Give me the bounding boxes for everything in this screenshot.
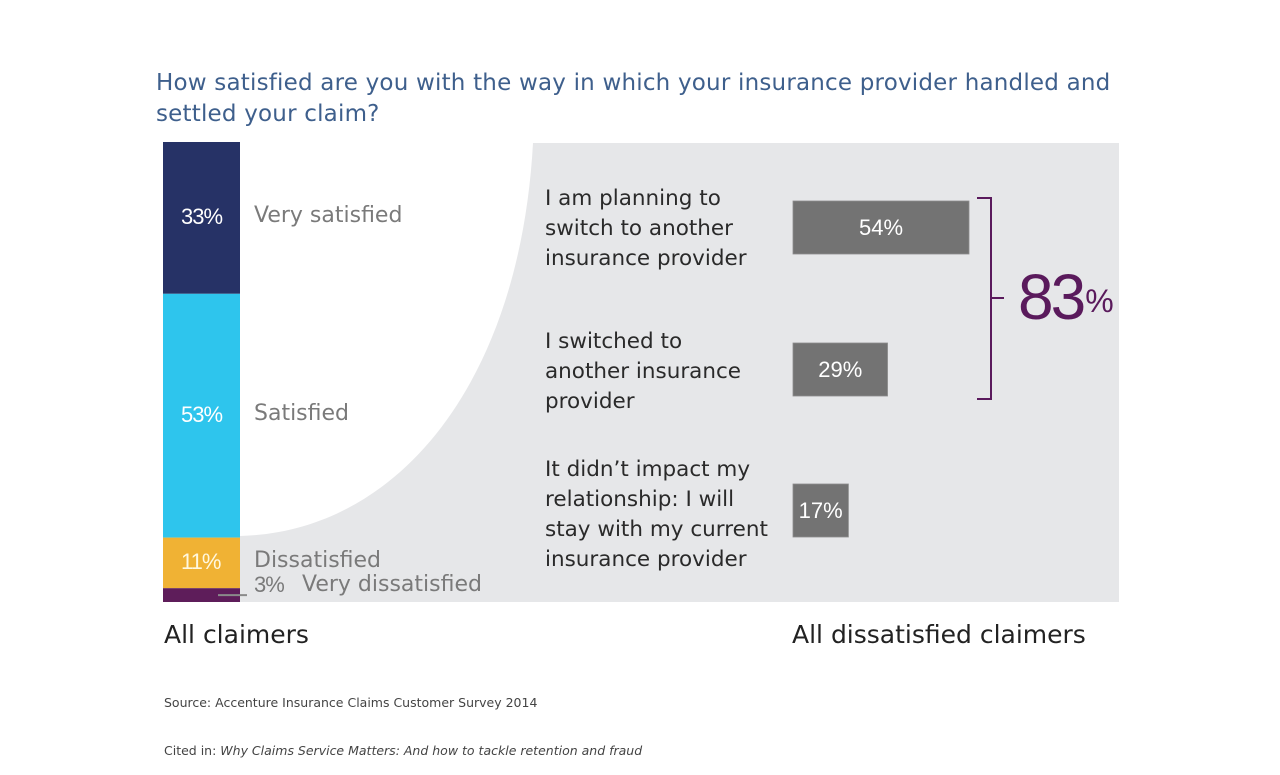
segment-label-dissatisfied: Dissatisfied <box>254 547 382 573</box>
cited-prefix: Cited in: <box>164 743 221 758</box>
bar-stay <box>792 483 849 538</box>
total-suffix: % <box>1085 283 1113 319</box>
stack-segment-very-dissatisfied <box>163 588 240 602</box>
category-label-planning-to-switch-line-1: I am planning to <box>545 186 721 211</box>
segment-label-satisfied: Satisfied <box>254 400 350 426</box>
category-label-stay-line-3: stay with my current <box>545 517 768 542</box>
category-label-switched-line-3: provider <box>545 389 635 414</box>
chart-title: How satisfied are you with the way in wh… <box>156 70 1111 127</box>
source-line: Source: Accenture Insurance Claims Custo… <box>164 695 538 710</box>
segment-label-very-satisfied: Very satisfied <box>254 202 403 228</box>
source-note: Source: Accenture Insurance Claims Custo… <box>164 663 642 775</box>
bar-value-switched: 29% <box>818 357 863 382</box>
stack-segment-satisfied <box>163 293 240 538</box>
cited-line: Cited in: Why Claims Service Matters: An… <box>164 743 642 759</box>
category-label-switched-line-1: I switched to <box>545 329 683 354</box>
category-label-stay-line-1: It didn’t impact my <box>545 457 751 482</box>
category-label-stay-line-4: insurance provider <box>545 547 747 572</box>
horizontal-bars-dissatisfied <box>792 200 970 538</box>
total-annotation: 83% <box>1018 261 1114 333</box>
stacked-bar-all-claimers <box>163 142 247 602</box>
segment-value-satisfied: 53% <box>181 401 223 427</box>
stack-segment-very-satisfied <box>163 142 240 294</box>
bar-switched <box>792 342 888 397</box>
total-value: 83 <box>1018 261 1086 333</box>
cited-title: Why Claims Service Matters: And how to t… <box>220 743 643 758</box>
x-label-all-dissatisfied-claimers: All dissatisfied claimers <box>792 620 1086 649</box>
segment-label-very-dissatisfied: Very dissatisfied <box>302 572 482 598</box>
bar-value-planning-to-switch: 54% <box>858 215 904 240</box>
category-label-switched-line-2: another insurance <box>545 359 742 384</box>
bracket-83-percent <box>977 197 1004 400</box>
category-label-planning-to-switch-line-2: switch to another <box>545 216 733 241</box>
category-label-planning-to-switch-line-3: insurance provider <box>545 246 747 271</box>
category-label-stay-line-2: relationship: I will <box>545 487 735 512</box>
x-label-all-claimers: All claimers <box>164 620 309 649</box>
stack-segment-dissatisfied <box>163 537 240 589</box>
segment-value-very-satisfied: 33% <box>181 203 223 229</box>
bar-planning-to-switch <box>792 200 970 255</box>
bar-value-stay: 17% <box>798 498 843 523</box>
dissatisfied-panel-background <box>240 143 1119 602</box>
segment-value-dissatisfied: 11% <box>181 548 221 574</box>
segment-value-very-dissatisfied: 3% <box>254 572 289 598</box>
chart-canvas <box>163 142 1119 602</box>
